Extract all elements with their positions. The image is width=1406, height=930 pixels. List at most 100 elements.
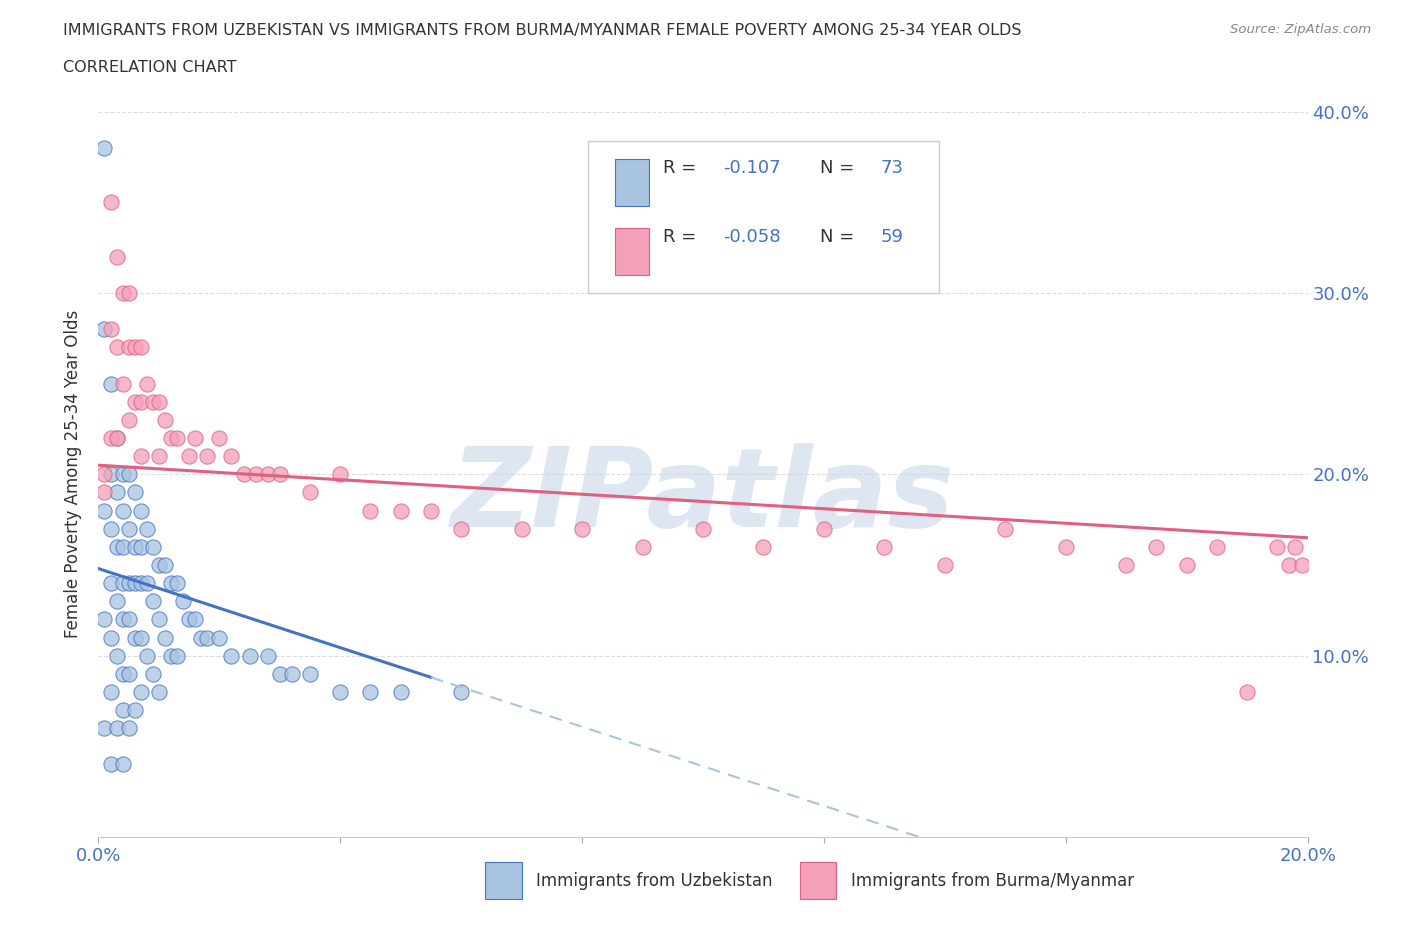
Point bbox=[389, 503, 412, 518]
Point bbox=[269, 667, 291, 682]
Point bbox=[105, 539, 128, 554]
Point bbox=[166, 576, 188, 591]
Point bbox=[190, 631, 212, 645]
Point bbox=[100, 195, 122, 210]
Point bbox=[450, 684, 472, 699]
Point bbox=[245, 467, 267, 482]
Text: -0.107: -0.107 bbox=[724, 159, 782, 177]
Point bbox=[329, 684, 352, 699]
Point bbox=[111, 286, 134, 300]
Point bbox=[129, 394, 152, 409]
Point bbox=[124, 576, 146, 591]
Point bbox=[93, 467, 115, 482]
FancyBboxPatch shape bbox=[614, 159, 648, 206]
Point bbox=[153, 413, 176, 428]
Point bbox=[179, 612, 201, 627]
Text: 59: 59 bbox=[880, 228, 904, 246]
Point bbox=[93, 140, 115, 155]
Text: R =: R = bbox=[664, 228, 696, 246]
Point bbox=[1267, 539, 1289, 554]
Point bbox=[111, 703, 134, 718]
Point bbox=[1278, 558, 1301, 573]
Point bbox=[129, 539, 152, 554]
Y-axis label: Female Poverty Among 25-34 Year Olds: Female Poverty Among 25-34 Year Olds bbox=[65, 311, 83, 638]
Point bbox=[360, 684, 382, 699]
Point bbox=[111, 576, 134, 591]
Point bbox=[148, 612, 170, 627]
Point bbox=[118, 286, 141, 300]
Point bbox=[208, 631, 231, 645]
Point bbox=[232, 467, 254, 482]
Point bbox=[1284, 539, 1306, 554]
Point bbox=[873, 539, 896, 554]
Point bbox=[934, 558, 956, 573]
Point bbox=[256, 648, 278, 663]
Point bbox=[100, 377, 122, 392]
Point bbox=[148, 394, 170, 409]
Point bbox=[166, 648, 188, 663]
Point bbox=[195, 449, 218, 464]
Point bbox=[269, 467, 291, 482]
Point bbox=[239, 648, 262, 663]
Point bbox=[105, 431, 128, 445]
Point bbox=[510, 521, 533, 536]
Point bbox=[1206, 539, 1229, 554]
Point bbox=[571, 521, 593, 536]
Point bbox=[160, 648, 183, 663]
Point bbox=[142, 594, 165, 609]
Point bbox=[111, 667, 134, 682]
Point bbox=[93, 485, 115, 500]
Point bbox=[184, 431, 207, 445]
Point bbox=[256, 467, 278, 482]
Point bbox=[118, 467, 141, 482]
FancyBboxPatch shape bbox=[614, 228, 648, 275]
Point bbox=[195, 631, 218, 645]
Point bbox=[1291, 558, 1313, 573]
Text: 73: 73 bbox=[880, 159, 904, 177]
Point bbox=[129, 631, 152, 645]
Point bbox=[142, 667, 165, 682]
Point bbox=[420, 503, 443, 518]
Point bbox=[100, 431, 122, 445]
Point bbox=[118, 413, 141, 428]
Point bbox=[100, 467, 122, 482]
Point bbox=[118, 612, 141, 627]
Text: N =: N = bbox=[820, 228, 855, 246]
Point bbox=[752, 539, 775, 554]
Point bbox=[450, 521, 472, 536]
Text: Source: ZipAtlas.com: Source: ZipAtlas.com bbox=[1230, 23, 1371, 36]
Point bbox=[148, 684, 170, 699]
Point bbox=[148, 449, 170, 464]
Point bbox=[93, 503, 115, 518]
Text: N =: N = bbox=[820, 159, 855, 177]
Point bbox=[160, 431, 183, 445]
Point bbox=[111, 503, 134, 518]
Point bbox=[166, 431, 188, 445]
Point bbox=[329, 467, 352, 482]
Point bbox=[135, 377, 157, 392]
Point bbox=[142, 539, 165, 554]
Point bbox=[111, 539, 134, 554]
FancyBboxPatch shape bbox=[485, 862, 522, 898]
Point bbox=[111, 757, 134, 772]
Point bbox=[100, 322, 122, 337]
Point bbox=[93, 612, 115, 627]
Point bbox=[105, 249, 128, 264]
Point bbox=[105, 648, 128, 663]
Point bbox=[124, 340, 146, 355]
Point bbox=[124, 394, 146, 409]
Point bbox=[360, 503, 382, 518]
Point bbox=[118, 576, 141, 591]
Point bbox=[148, 558, 170, 573]
Point bbox=[93, 322, 115, 337]
Point bbox=[129, 340, 152, 355]
Point bbox=[129, 576, 152, 591]
Point bbox=[221, 648, 243, 663]
Point bbox=[299, 667, 322, 682]
Point bbox=[389, 684, 412, 699]
Point bbox=[135, 648, 157, 663]
Point bbox=[135, 576, 157, 591]
Point bbox=[118, 521, 141, 536]
Point bbox=[100, 576, 122, 591]
FancyBboxPatch shape bbox=[588, 140, 939, 293]
